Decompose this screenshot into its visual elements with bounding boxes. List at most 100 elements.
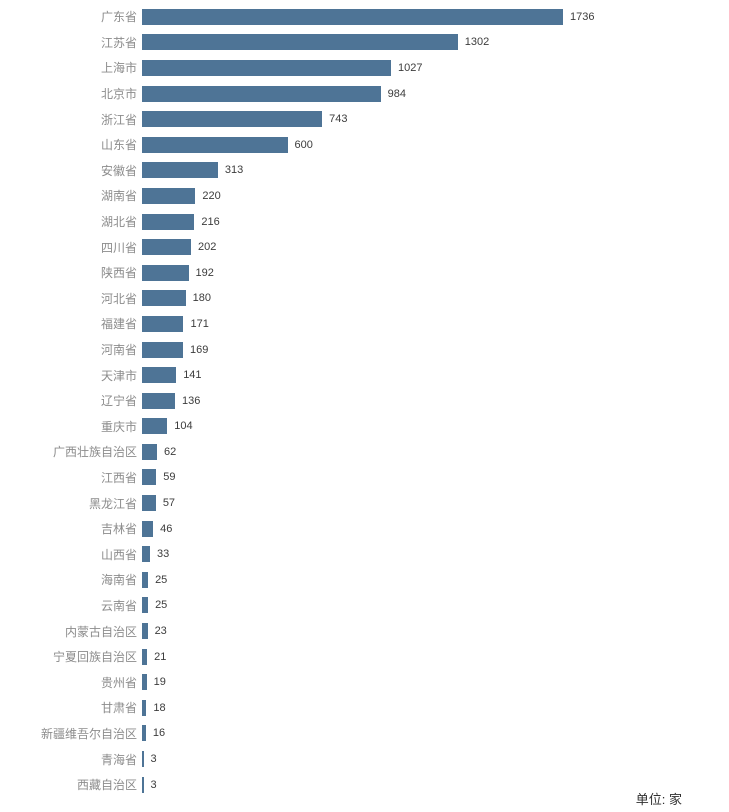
- value-label: 202: [197, 241, 217, 254]
- bar-row: 北京市 984: [0, 81, 729, 107]
- bar: [142, 85, 381, 102]
- category-label: 山东省: [100, 138, 137, 153]
- bar-row: 青海省 3: [0, 746, 729, 772]
- bar: [142, 290, 186, 307]
- value-label: 57: [162, 497, 176, 510]
- bar-row: 贵州省 19: [0, 669, 729, 695]
- bar-track: 23: [137, 618, 729, 644]
- value-label: 216: [201, 215, 220, 228]
- category-label: 江苏省: [100, 35, 137, 50]
- bar-row: 辽宁省 136: [0, 388, 729, 414]
- bar-row: 福建省 171: [0, 311, 729, 337]
- bar-track: 192: [137, 260, 729, 286]
- bar-track: 18: [137, 695, 729, 721]
- bar: [142, 341, 183, 358]
- bar: [142, 751, 144, 768]
- value-label: 180: [192, 292, 211, 305]
- bar: [142, 674, 147, 691]
- bar-track: 25: [137, 567, 729, 593]
- bar-track: 169: [137, 337, 729, 363]
- category-label: 广东省: [100, 10, 137, 25]
- bar: [142, 648, 148, 665]
- category-label: 新疆维吾尔自治区: [40, 726, 137, 741]
- bar: [142, 264, 189, 281]
- bar-row: 山西省 33: [0, 541, 729, 567]
- bar-row: 内蒙古自治区 23: [0, 618, 729, 644]
- category-label: 福建省: [100, 317, 137, 332]
- bar-row: 江苏省 1302: [0, 30, 729, 56]
- category-label: 黑龙江省: [88, 496, 137, 511]
- bar-track: 57: [137, 490, 729, 516]
- bar: [142, 162, 218, 179]
- unit-note: 单位: 家: [635, 792, 682, 807]
- bar-track: 180: [137, 286, 729, 312]
- bar-track: 19: [137, 669, 729, 695]
- bar-track: 1736: [137, 4, 729, 30]
- category-label: 山西省: [100, 547, 137, 562]
- bar: [142, 699, 147, 716]
- category-label: 北京市: [100, 87, 137, 102]
- value-label: 25: [155, 599, 168, 612]
- value-label: 21: [154, 650, 167, 663]
- bar-track: 600: [137, 132, 729, 158]
- bar: [142, 776, 144, 793]
- value-label: 169: [189, 343, 209, 356]
- category-label: 重庆市: [100, 419, 137, 434]
- category-label: 甘肃省: [100, 701, 137, 716]
- bar-track: 25: [137, 593, 729, 619]
- bar: [142, 443, 158, 460]
- category-label: 河南省: [100, 343, 137, 358]
- bar: [142, 239, 191, 256]
- bar-track: 16: [137, 721, 729, 747]
- bar-row: 四川省 202: [0, 234, 729, 260]
- bar-row: 江西省 59: [0, 465, 729, 491]
- category-label: 吉林省: [100, 522, 137, 537]
- value-label: 1027: [398, 61, 423, 74]
- bar-row: 吉林省 46: [0, 516, 729, 542]
- category-label: 陕西省: [100, 266, 137, 281]
- bar-row: 湖南省 220: [0, 183, 729, 209]
- bar-row: 山东省 600: [0, 132, 729, 158]
- value-label: 104: [174, 420, 193, 433]
- category-label: 海南省: [100, 573, 137, 588]
- bar-chart-plot-area: 广东省 1736 江苏省 1302 上海市 1027 北京市: [0, 4, 729, 797]
- bar-track: 33: [137, 541, 729, 567]
- bar: [142, 520, 154, 537]
- bar-row: 湖北省 216: [0, 209, 729, 235]
- category-label: 上海市: [100, 61, 137, 76]
- bar-row: 上海市 1027: [0, 55, 729, 81]
- bar-row: 新疆维吾尔自治区 16: [0, 721, 729, 747]
- bar: [142, 367, 177, 384]
- bar-row: 河南省 169: [0, 337, 729, 363]
- bar-row: 广西壮族自治区 62: [0, 439, 729, 465]
- bar-track: 216: [137, 209, 729, 235]
- category-label: 广西壮族自治区: [52, 445, 137, 460]
- bar: [142, 469, 157, 486]
- value-label: 141: [183, 369, 202, 382]
- bar: [142, 571, 149, 588]
- bar-track: 59: [137, 465, 729, 491]
- bar-track: 1027: [137, 55, 729, 81]
- bar-row: 重庆市 104: [0, 414, 729, 440]
- category-label: 宁夏回族自治区: [52, 650, 137, 665]
- bar: [142, 315, 184, 332]
- bar-track: 984: [137, 81, 729, 107]
- category-label: 湖南省: [100, 189, 137, 204]
- category-label: 江西省: [100, 470, 137, 485]
- bar-row: 河北省 180: [0, 286, 729, 312]
- category-label: 西藏自治区: [76, 778, 137, 793]
- bar: [142, 34, 458, 51]
- value-label: 743: [329, 113, 348, 126]
- bar: [142, 546, 150, 563]
- bar-track: 104: [137, 414, 729, 440]
- bar-track: 743: [137, 106, 729, 132]
- bar-row: 甘肃省 18: [0, 695, 729, 721]
- value-label: 16: [152, 727, 166, 740]
- value-label: 62: [164, 445, 177, 458]
- value-label: 313: [224, 164, 244, 177]
- value-label: 1736: [570, 10, 595, 23]
- value-label: 59: [163, 471, 176, 484]
- category-label: 辽宁省: [100, 394, 137, 409]
- value-label: 220: [202, 189, 221, 202]
- value-label: 171: [190, 317, 209, 330]
